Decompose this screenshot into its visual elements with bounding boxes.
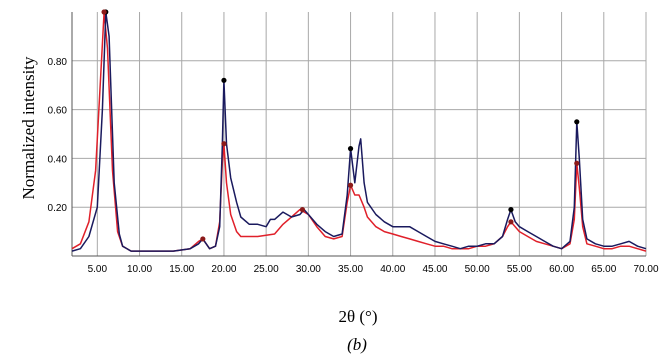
peak-marker-0: [347, 146, 354, 152]
peak-marker-1: [299, 207, 306, 213]
peak-marker-0: [574, 119, 580, 125]
y-tick-label: 0.40: [48, 154, 68, 165]
x-tick-label: 45.00: [422, 264, 447, 275]
peak-marker-1: [508, 219, 514, 225]
x-tick-label: 25.00: [254, 264, 279, 275]
y-tick-label: 0.80: [48, 57, 68, 68]
peak-marker-1: [347, 182, 354, 188]
x-tick-label: 10.00: [127, 264, 152, 275]
x-tick-label: 65.00: [591, 264, 616, 275]
x-tick-label: 60.00: [549, 264, 574, 275]
x-tick-labels: 5.00 10.00 15.00 20.00 25.00 30.00 35.00 40.00 4…: [88, 264, 659, 275]
x-tick-label: 30.00: [296, 264, 321, 275]
x-axis-label: 2θ (°): [338, 307, 377, 326]
grid: [72, 12, 647, 256]
peak-marker-1: [221, 141, 227, 147]
x-tick-label: 20.00: [211, 264, 236, 275]
x-tick-label: 15.00: [169, 264, 194, 275]
series-group: [71, 11, 647, 252]
series-line-0: [71, 11, 647, 252]
y-tick-labels: 0.20 0.40 0.60 0.80: [48, 57, 68, 214]
marker-group: [101, 9, 580, 242]
y-tick-label: 0.20: [48, 203, 68, 214]
peak-marker-0: [508, 207, 514, 213]
peak-marker-1: [101, 9, 107, 15]
x-tick-label: 35.00: [338, 264, 363, 275]
y-axis-label: Normalized intensity: [19, 56, 38, 200]
panel-label: (b): [347, 335, 367, 354]
x-tick-label: 70.00: [633, 264, 658, 275]
peak-marker-0: [221, 77, 227, 83]
axes: [71, 12, 646, 257]
x-tick-label: 40.00: [380, 264, 405, 275]
x-tick-label: 50.00: [465, 264, 490, 275]
series-line-1: [71, 11, 647, 252]
x-tick-label: 55.00: [507, 264, 532, 275]
x-tick-label: 5.00: [88, 264, 108, 275]
peak-marker-1: [200, 236, 206, 242]
peak-marker-1: [574, 160, 580, 166]
y-tick-label: 0.60: [48, 106, 68, 117]
